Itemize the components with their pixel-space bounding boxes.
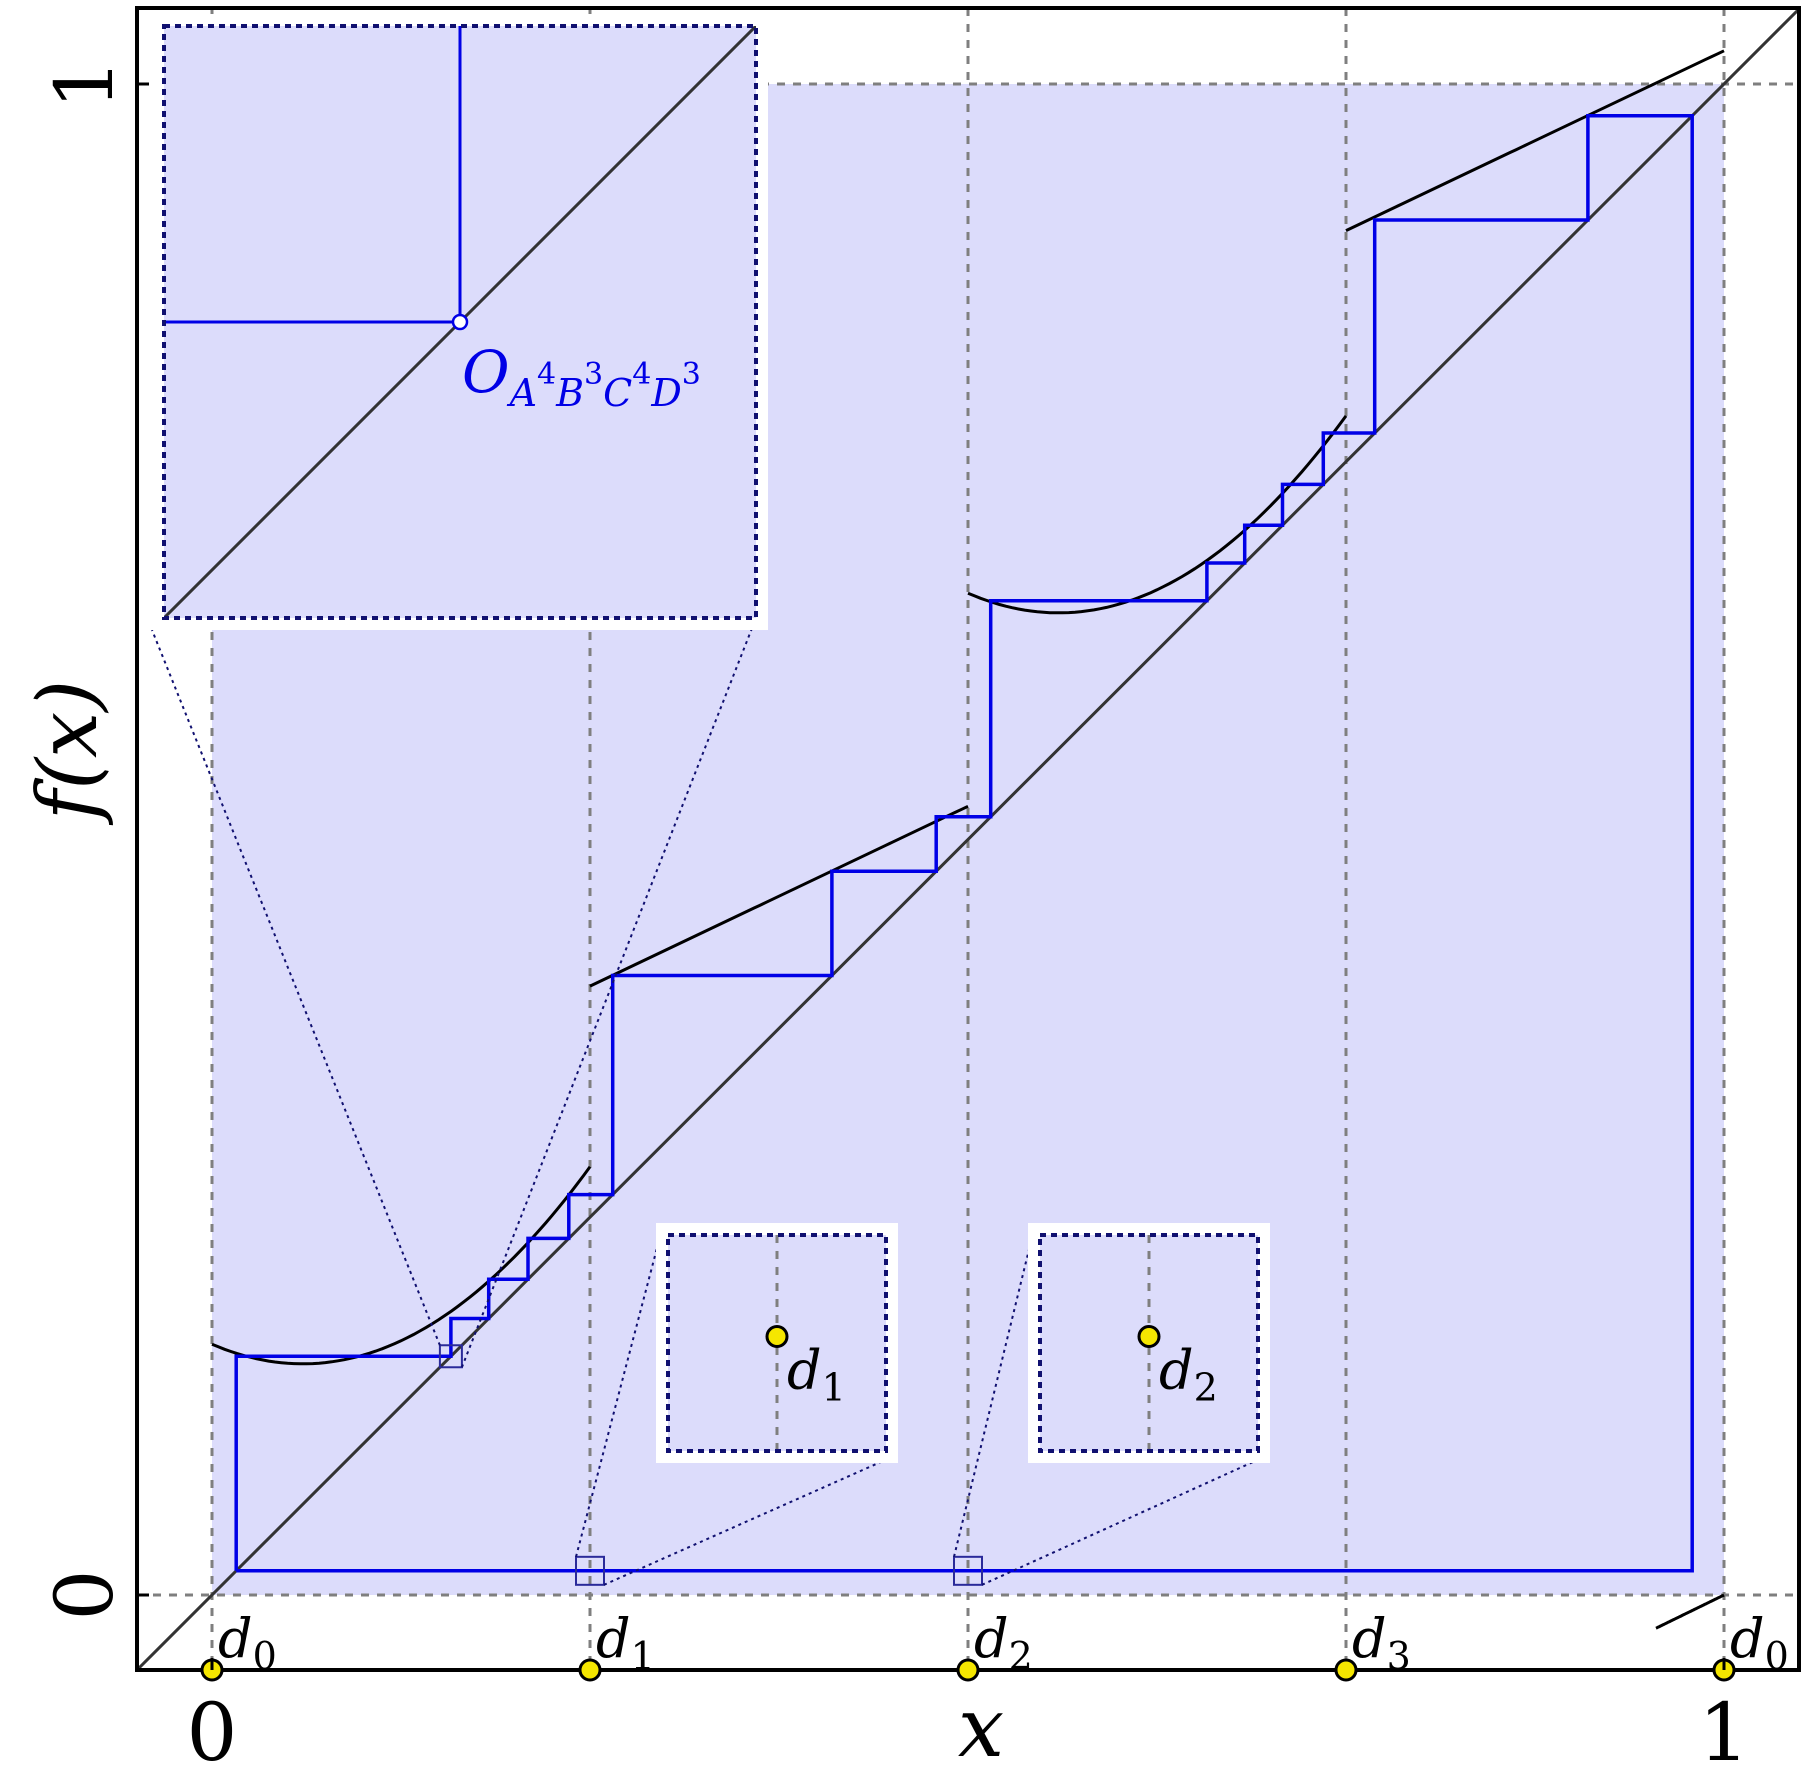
zoom-connector <box>981 1456 1265 1586</box>
y-tick-label-1: 1 <box>38 59 131 110</box>
discontinuity-label-base: d <box>218 1607 253 1670</box>
discontinuity-label-4: d0 <box>1730 1607 1789 1678</box>
orbit-label-power: 4 <box>537 357 556 392</box>
zoom-connector <box>953 1228 1035 1558</box>
diagonal-line <box>137 8 1799 1670</box>
inset-label-sub: 1 <box>822 1366 846 1410</box>
orbit-label-letter: D <box>650 371 681 415</box>
discontinuity-label-base: d <box>1730 1607 1765 1670</box>
x-tick-label-0: 0 <box>187 1686 238 1775</box>
inset-point-d2 <box>1137 1325 1161 1349</box>
orbit-label-letter: C <box>603 371 632 415</box>
inset-label-base: d <box>787 1339 822 1402</box>
orbit-label-power: 4 <box>632 357 651 392</box>
discontinuity-point-2 <box>956 1658 980 1682</box>
d2-zoom-marker <box>953 1555 983 1586</box>
discontinuity-label-sub: 0 <box>1765 1634 1789 1678</box>
discontinuity-point-1 <box>578 1658 602 1682</box>
discontinuity-label-sub: 3 <box>1387 1634 1411 1678</box>
d1-zoom-marker <box>575 1555 605 1586</box>
discontinuity-label-sub: 0 <box>253 1634 277 1678</box>
orbit-point-marker <box>451 313 469 331</box>
inset-label-d1: d1 <box>787 1339 846 1410</box>
inset-point-d1 <box>765 1325 789 1349</box>
discontinuity-label-base: d <box>974 1607 1009 1670</box>
discontinuity-label-2: d2 <box>974 1607 1033 1678</box>
zoom-connector <box>151 629 441 1346</box>
discontinuity-point-3 <box>1334 1658 1358 1682</box>
y-axis-label: f(x) <box>21 680 116 827</box>
inset-border <box>162 24 758 620</box>
discontinuity-label-base: d <box>1352 1607 1387 1670</box>
zoom-connector <box>460 617 757 1368</box>
y-tick-label-0: 0 <box>38 1570 131 1621</box>
inset-label-d2: d2 <box>1159 1339 1218 1410</box>
map-branch-wrap <box>1655 1593 1725 1630</box>
x-axis-label: x <box>958 1681 1004 1775</box>
x-tick-label-1: 1 <box>1699 1686 1750 1775</box>
discontinuity-label-sub: 2 <box>1009 1634 1033 1678</box>
discontinuity-label-0: d0 <box>218 1607 277 1678</box>
map-branch-B <box>589 804 969 988</box>
inset-label-sub: 2 <box>1194 1366 1218 1410</box>
cobweb-orbit <box>234 113 1694 1573</box>
zoom-connector <box>575 1228 663 1558</box>
inset-border <box>666 1233 888 1453</box>
discontinuity-label-base: d <box>596 1607 631 1670</box>
d1-zoom-inset: d1 <box>656 1223 898 1463</box>
discontinuity-label-sub: 1 <box>631 1634 655 1678</box>
orbit-label-letter: B <box>555 371 584 415</box>
d2-zoom-inset: d2 <box>1028 1223 1270 1463</box>
orbit-label: OA4B3C4D3 <box>462 338 701 415</box>
orbit-label-letter: A <box>507 371 537 415</box>
inset-label-base: d <box>1159 1339 1194 1402</box>
map-branch-D <box>1345 49 1725 232</box>
orbit-label-base: O <box>462 338 510 406</box>
orbit-zoom-marker <box>438 1344 463 1369</box>
discontinuity-label-3: d3 <box>1352 1607 1411 1678</box>
orbit-label-power: 3 <box>584 357 603 392</box>
inset-border <box>1038 1233 1260 1453</box>
orbit-zoom-inset: OA4B3C4D3 <box>152 14 768 630</box>
discontinuity-label-1: d1 <box>596 1607 655 1678</box>
orbit-label-power: 3 <box>682 357 701 392</box>
